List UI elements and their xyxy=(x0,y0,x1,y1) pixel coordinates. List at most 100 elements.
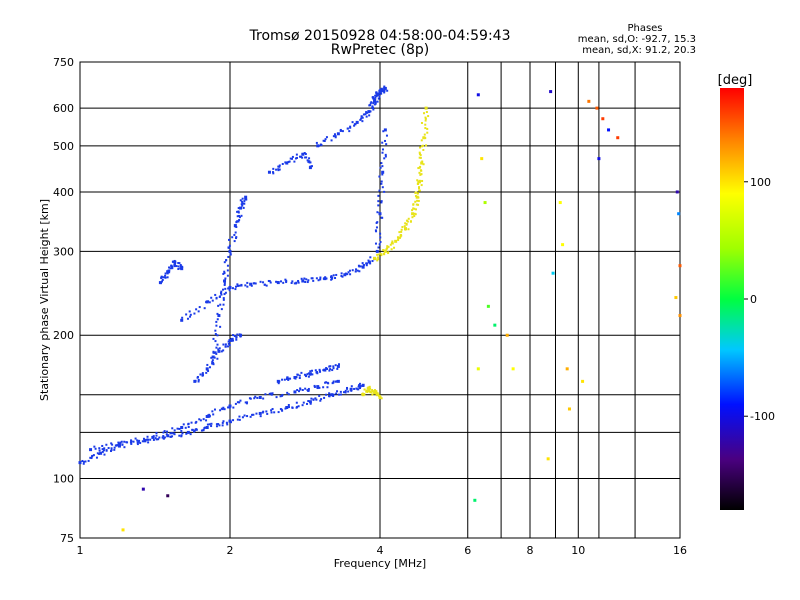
data-point xyxy=(336,390,339,393)
data-point xyxy=(173,260,177,264)
legend-x-mode-line: mean, sd,X: 91.2, 20.3 xyxy=(582,45,696,56)
data-point xyxy=(243,414,246,417)
data-point xyxy=(91,454,94,457)
data-point xyxy=(417,203,420,206)
data-point xyxy=(215,352,218,355)
data-point xyxy=(101,444,104,447)
data-point xyxy=(249,397,252,400)
data-point xyxy=(103,447,106,450)
data-point xyxy=(236,333,239,336)
data-point xyxy=(335,273,338,276)
data-point xyxy=(171,435,174,438)
data-point xyxy=(222,298,225,301)
data-point xyxy=(228,338,232,342)
data-point xyxy=(227,255,230,258)
data-point xyxy=(262,410,265,413)
data-point xyxy=(166,430,169,433)
data-point xyxy=(216,334,219,337)
data-point xyxy=(205,300,209,304)
data-point xyxy=(206,423,209,426)
data-point xyxy=(350,389,353,392)
data-point xyxy=(309,370,312,373)
data-point xyxy=(222,343,225,346)
data-point xyxy=(270,393,273,396)
data-point xyxy=(371,390,374,393)
data-point xyxy=(405,219,408,222)
data-point xyxy=(241,197,244,200)
data-point xyxy=(295,401,298,404)
data-point xyxy=(311,277,314,280)
data-point xyxy=(134,437,137,440)
data-point xyxy=(375,394,378,397)
data-point xyxy=(210,422,213,425)
data-point xyxy=(304,280,307,283)
data-point xyxy=(162,437,165,440)
data-point xyxy=(236,210,239,213)
data-point xyxy=(403,225,406,228)
data-point xyxy=(332,135,335,138)
data-point xyxy=(184,426,187,429)
data-point xyxy=(130,442,133,445)
data-point xyxy=(383,128,387,132)
data-point xyxy=(332,395,335,398)
data-point xyxy=(377,204,380,207)
data-point xyxy=(331,277,334,280)
data-point xyxy=(219,325,222,328)
data-point xyxy=(287,161,290,164)
data-point xyxy=(348,269,351,272)
data-point xyxy=(418,179,421,182)
data-point xyxy=(414,191,417,194)
data-point xyxy=(117,444,121,448)
data-point xyxy=(228,406,231,409)
y-tick-label: 75 xyxy=(60,532,74,545)
x-tick-label: 2 xyxy=(227,544,234,557)
scattered-point xyxy=(675,190,679,194)
data-point xyxy=(353,387,356,390)
data-point xyxy=(186,430,190,434)
data-point xyxy=(326,381,329,384)
data-point xyxy=(387,251,390,254)
data-point xyxy=(422,148,425,151)
data-point xyxy=(203,427,206,430)
data-point xyxy=(378,212,382,216)
y-tick-label: 300 xyxy=(53,245,74,258)
data-point xyxy=(193,312,196,315)
data-point xyxy=(93,445,96,448)
data-point xyxy=(256,396,259,399)
data-point xyxy=(349,273,352,276)
y-axis-ticks: 75 100 200 300 400 500 600 750 xyxy=(53,56,74,545)
scattered-point xyxy=(551,271,555,275)
scattered-point xyxy=(674,296,678,300)
data-point xyxy=(378,92,381,95)
data-point xyxy=(267,170,271,174)
data-point xyxy=(346,273,349,276)
data-point xyxy=(96,452,99,455)
data-point xyxy=(361,265,365,269)
data-point xyxy=(228,287,231,290)
data-point xyxy=(419,146,422,149)
data-point xyxy=(389,243,392,246)
data-point xyxy=(219,303,222,306)
data-point xyxy=(215,425,218,428)
data-point xyxy=(230,337,233,340)
data-point xyxy=(379,88,382,91)
data-point xyxy=(298,377,301,380)
x-axis-ticks: 1 2 4 6 8 10 16 xyxy=(77,544,688,557)
data-point xyxy=(355,121,358,124)
data-point xyxy=(423,112,426,115)
data-point xyxy=(293,160,296,163)
data-point xyxy=(422,136,425,139)
data-point xyxy=(421,179,424,182)
data-point xyxy=(407,228,410,231)
data-point xyxy=(298,374,301,377)
data-point xyxy=(208,301,211,304)
data-point xyxy=(295,156,298,159)
data-point xyxy=(403,227,407,231)
data-point xyxy=(224,291,227,294)
scattered-point xyxy=(587,99,591,103)
data-point xyxy=(329,365,332,368)
scattered-point xyxy=(493,323,497,327)
data-point xyxy=(332,393,335,396)
data-point xyxy=(344,272,347,275)
data-point xyxy=(168,271,171,274)
